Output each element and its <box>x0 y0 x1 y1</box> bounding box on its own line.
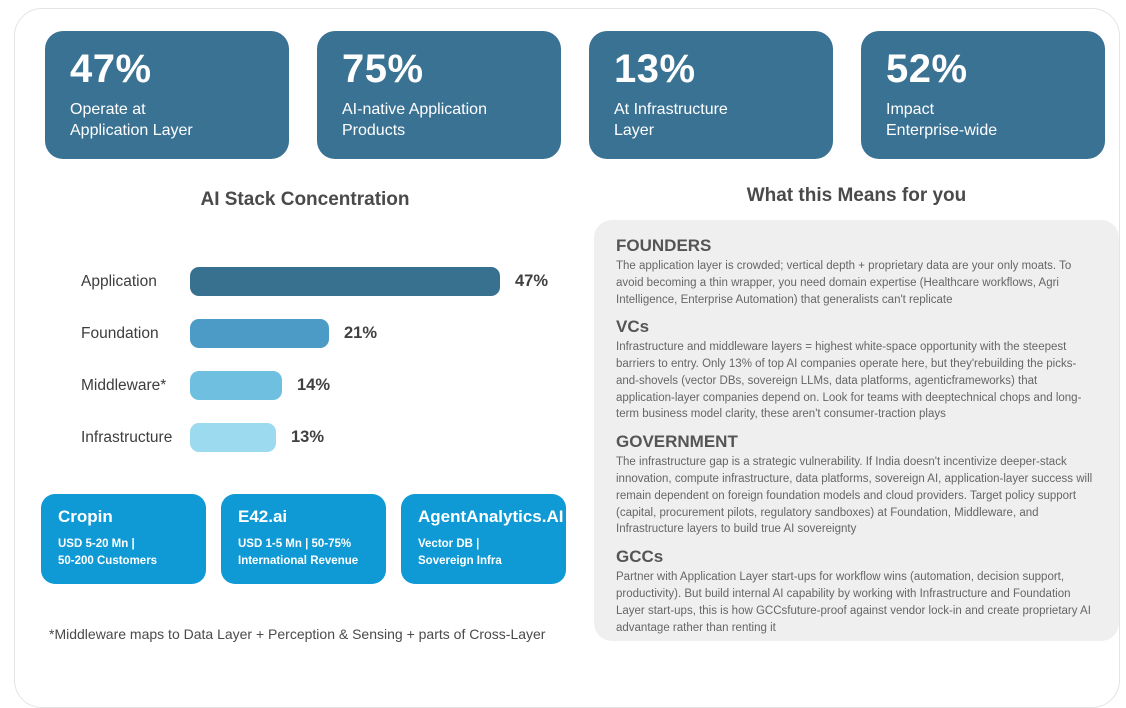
bar-infrastructure <box>190 423 276 452</box>
company-cards-row: Cropin USD 5-20 Mn | 50-200 Customers E4… <box>41 494 566 584</box>
insight-section-vcs: VCs Infrastructure and middleware layers… <box>616 317 1097 423</box>
insight-section-government: GOVERNMENT The infrastructure gap is a s… <box>616 432 1097 538</box>
stat-label: Operate at Application Layer <box>70 101 193 140</box>
bar-label: Application <box>81 272 157 290</box>
insight-body: Infrastructure and middleware layers = h… <box>616 341 1082 421</box>
bar-label: Middleware* <box>81 376 167 394</box>
bar-row-middleware: Middleware* 14% <box>81 371 591 400</box>
company-detail: Sovereign Infra <box>418 554 502 567</box>
company-detail: International Revenue <box>238 554 359 567</box>
stat-value: 52% <box>886 47 968 91</box>
insight-body: Partner with Application Layer start-ups… <box>616 571 1091 634</box>
stat-label: At Infrastructure Layer <box>614 101 728 140</box>
insight-body: The infrastructure gap is a strategic vu… <box>616 456 1093 536</box>
company-name: E42.ai <box>238 507 288 526</box>
company-card-e42: E42.ai USD 1-5 Mn | 50-75% International… <box>221 494 386 584</box>
insight-heading: GCCs <box>616 547 664 567</box>
bar-label: Infrastructure <box>81 428 173 446</box>
bar-application <box>190 267 500 296</box>
insights-title: What this Means for you <box>746 185 967 206</box>
ai-stack-chart: Application 47% Foundation 21% Middlewar… <box>81 267 591 475</box>
insight-section-gccs: GCCs Partner with Application Layer star… <box>616 547 1097 636</box>
stat-label: Impact Enterprise-wide <box>886 101 998 140</box>
bar-row-application: Application 47% <box>81 267 591 296</box>
insight-heading: GOVERNMENT <box>616 432 738 452</box>
bar-middleware <box>190 371 282 400</box>
insight-heading: VCs <box>616 317 650 337</box>
company-card-agentanalytics: AgentAnalytics.AI Vector DB | Sovereign … <box>401 494 566 584</box>
bar-row-foundation: Foundation 21% <box>81 319 591 348</box>
insights-panel: FOUNDERS The application layer is crowde… <box>594 220 1119 641</box>
company-detail: 50-200 Customers <box>58 554 158 567</box>
stat-card-ai-native: 75% AI-native Application Products <box>317 31 561 159</box>
company-detail: Vector DB | <box>418 538 480 550</box>
company-detail: USD 1-5 Mn | 50-75% <box>238 538 352 550</box>
bar-value-label: 14% <box>297 376 331 394</box>
bar-row-infrastructure: Infrastructure 13% <box>81 423 591 452</box>
company-name: AgentAnalytics.AI <box>418 507 564 526</box>
stats-row: 47% Operate at Application Layer 75% AI-… <box>45 31 1105 159</box>
insight-heading: FOUNDERS <box>616 236 712 255</box>
middleware-footnote: *Middleware maps to Data Layer + Percept… <box>49 626 546 642</box>
stat-card-infrastructure-layer: 13% At Infrastructure Layer <box>589 31 833 159</box>
stat-value: 13% <box>614 47 696 91</box>
stat-card-enterprise-wide: 52% Impact Enterprise-wide <box>861 31 1105 159</box>
company-detail: USD 5-20 Mn | <box>58 538 135 550</box>
stat-card-application-layer: 47% Operate at Application Layer <box>45 31 289 159</box>
bar-value-label: 13% <box>291 428 325 446</box>
bar-value-label: 21% <box>344 324 378 342</box>
bar-value-label: 47% <box>515 272 549 290</box>
insight-section-founders: FOUNDERS The application layer is crowde… <box>616 236 1097 308</box>
insight-body: The application layer is crowded; vertic… <box>616 260 1072 306</box>
stat-value: 75% <box>342 47 424 91</box>
bar-foundation <box>190 319 329 348</box>
company-card-cropin: Cropin USD 5-20 Mn | 50-200 Customers <box>41 494 206 584</box>
stat-value: 47% <box>70 47 152 91</box>
chart-title: AI Stack Concentration <box>200 189 410 210</box>
bar-label: Foundation <box>81 324 159 342</box>
stat-label: AI-native Application Products <box>342 101 487 140</box>
infographic-card: 47% Operate at Application Layer 75% AI-… <box>14 8 1120 708</box>
company-name: Cropin <box>58 507 113 526</box>
